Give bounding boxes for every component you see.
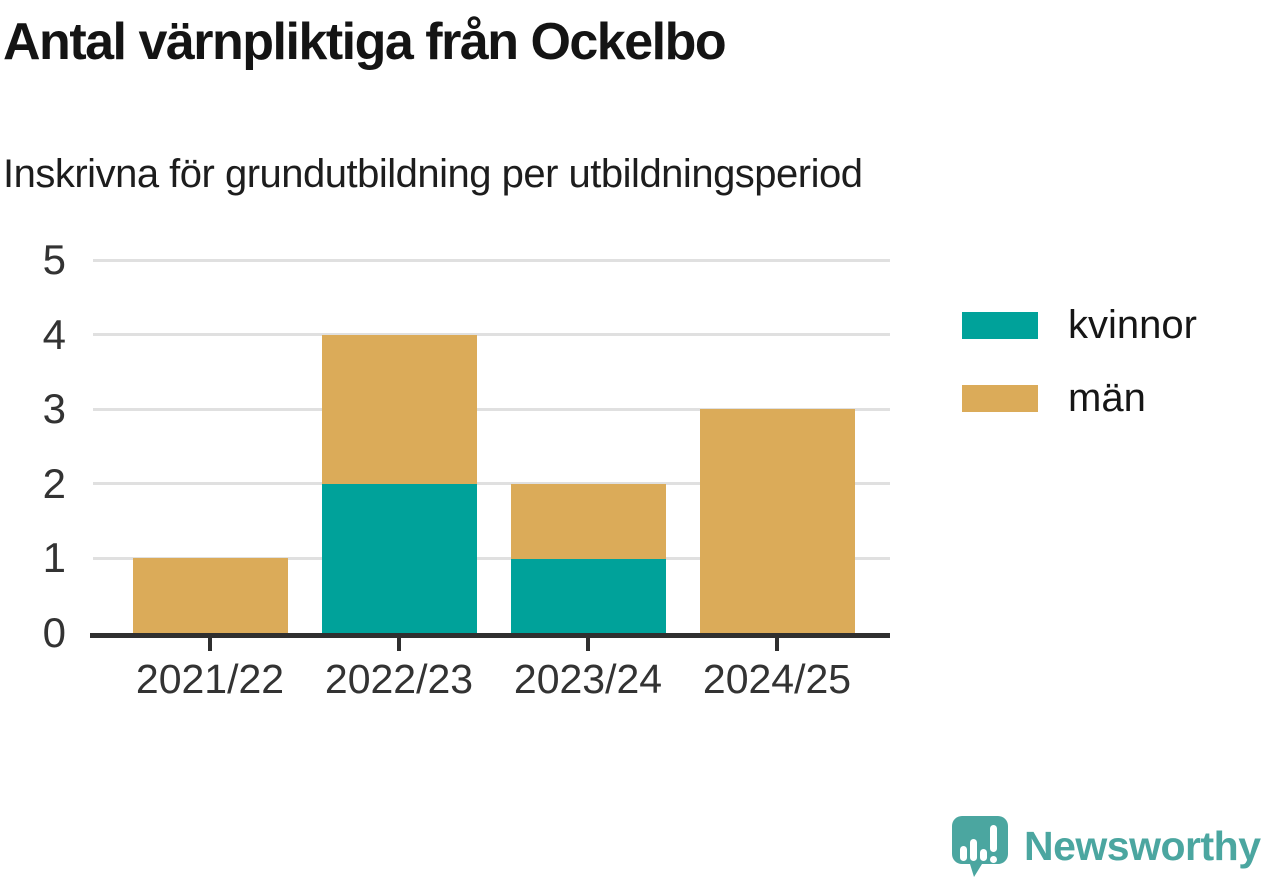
legend-label-män: män bbox=[1068, 376, 1146, 420]
brand-footer: Newsworthy bbox=[948, 814, 1261, 878]
grid-line bbox=[93, 408, 890, 411]
newsworthy-logo-icon bbox=[952, 816, 1008, 877]
y-axis-label: 0 bbox=[42, 609, 66, 656]
y-axis-label: 3 bbox=[42, 385, 66, 432]
legend-item-kvinnor: kvinnor bbox=[962, 303, 1197, 347]
x-tick bbox=[586, 638, 590, 651]
y-axis-label: 2 bbox=[42, 460, 66, 507]
legend-swatch-kvinnor bbox=[962, 311, 1038, 339]
y-axis-label: 4 bbox=[42, 311, 66, 358]
grid-line bbox=[93, 259, 890, 262]
grid-line bbox=[93, 482, 890, 485]
x-tick bbox=[775, 638, 779, 651]
bar-segment-män bbox=[511, 484, 666, 559]
legend-label-kvinnor: kvinnor bbox=[1068, 303, 1197, 347]
x-axis-label: 2023/24 bbox=[513, 656, 663, 702]
grid-line bbox=[93, 557, 890, 560]
bar-segment-män bbox=[322, 335, 477, 484]
x-axis-label: 2021/22 bbox=[135, 656, 285, 702]
bar-segment-kvinnor bbox=[511, 558, 666, 633]
bar-segment-män bbox=[133, 558, 288, 633]
legend-item-män: män bbox=[962, 376, 1197, 420]
x-axis-label: 2024/25 bbox=[702, 656, 852, 702]
legend: kvinnor män bbox=[962, 303, 1197, 420]
x-axis-line bbox=[90, 633, 890, 638]
chart-title: Antal värnpliktiga från Ockelbo bbox=[3, 13, 727, 71]
legend-swatch-män bbox=[962, 384, 1038, 412]
grid-line bbox=[93, 333, 890, 336]
y-axis-label: 5 bbox=[42, 236, 66, 283]
x-tick bbox=[397, 638, 401, 651]
bar-segment-kvinnor bbox=[322, 484, 477, 633]
y-axis-label: 1 bbox=[42, 534, 66, 581]
bar-segment-män bbox=[700, 409, 855, 633]
x-axis-label: 2022/23 bbox=[324, 656, 474, 702]
x-tick bbox=[208, 638, 212, 651]
chart-subtitle: Inskrivna för grundutbildning per utbild… bbox=[3, 152, 863, 196]
brand-name: Newsworthy bbox=[1024, 823, 1261, 869]
